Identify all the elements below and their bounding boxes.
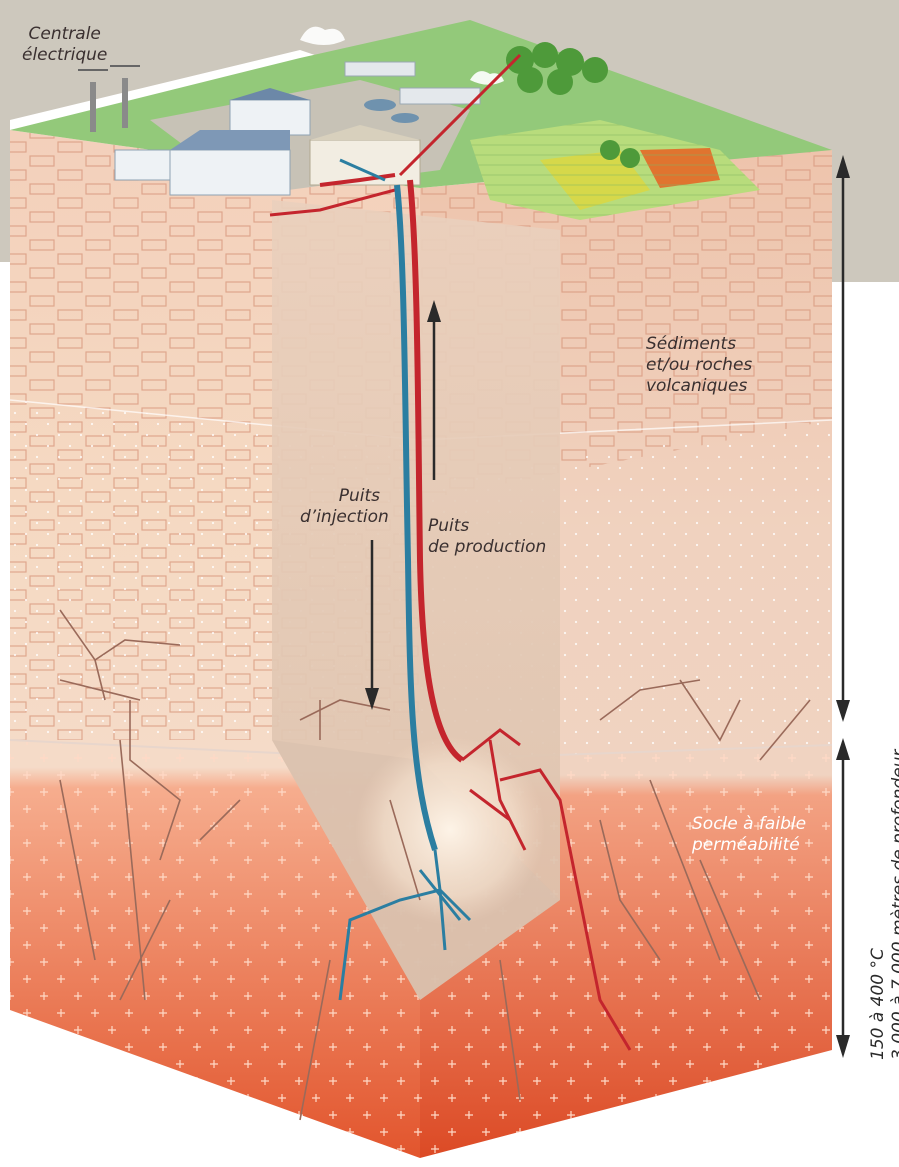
label-production-well: Puits de production <box>428 516 547 557</box>
background-band <box>0 0 899 282</box>
label-injection-well: Puits d’injection <box>300 486 389 527</box>
trees <box>506 42 640 168</box>
production-branches <box>461 728 632 1051</box>
surface-pipe-to-houses <box>398 53 522 177</box>
label-power-plant: Centrale électrique <box>22 24 108 65</box>
surface-pipe-production <box>319 173 396 187</box>
production-flow-arrow <box>427 300 441 480</box>
production-well-pipe <box>407 179 464 763</box>
fractures <box>59 609 811 1121</box>
power-plant-buildings <box>78 26 504 196</box>
label-temperature-depth: 150 à 400 °C 3 000 à 7 000 mètres de pro… <box>868 750 899 1060</box>
depth-measure-arrow-lower <box>836 738 850 1058</box>
label-temperature: 150 à 400 °C <box>868 948 888 1060</box>
field-texture <box>470 120 760 220</box>
injection-flow-arrow <box>365 540 379 710</box>
injection-well-pipe <box>394 184 438 851</box>
surface-pipe-injection <box>339 158 386 182</box>
injection-branches <box>338 849 472 1001</box>
basement-texture-left <box>10 740 420 1158</box>
label-basement: Socle à faible perméabilité <box>692 814 807 855</box>
surface-pipe-return <box>269 188 396 217</box>
label-depth: 3 000 à 7 000 mètres de profondeur <box>889 749 899 1060</box>
label-sediments: Sédiments et/ou roches volcaniques <box>646 334 753 396</box>
depth-measure-arrow-upper <box>836 155 850 722</box>
